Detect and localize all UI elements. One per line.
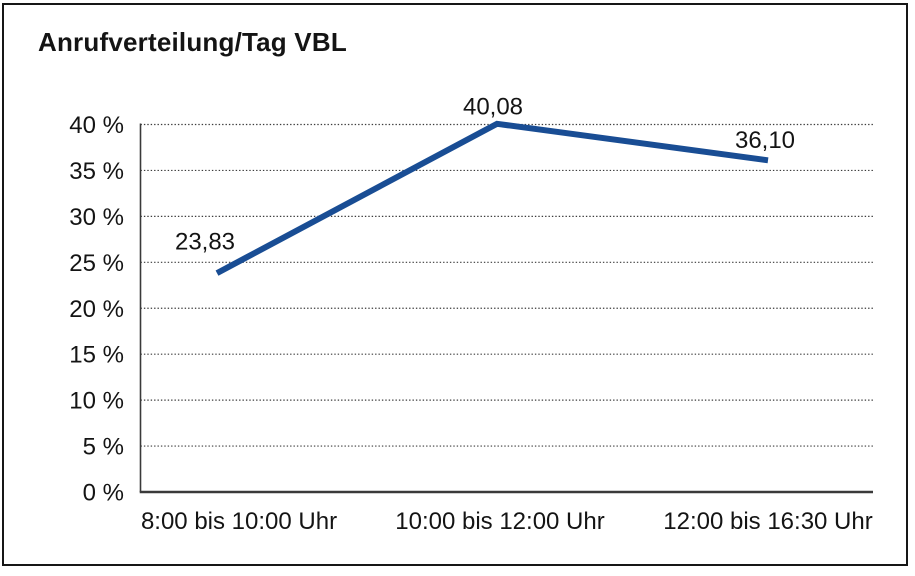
y-tick-label: 15 % xyxy=(69,342,124,369)
chart-frame xyxy=(2,3,908,566)
x-tick-label: 10:00 bis 12:00 Uhr xyxy=(395,508,604,535)
series-line xyxy=(215,120,769,276)
data-point-label: 36,10 xyxy=(735,127,795,154)
y-tick-label: 20 % xyxy=(69,296,124,323)
y-tick-label: 10 % xyxy=(69,388,124,415)
y-tick-label: 30 % xyxy=(69,204,124,231)
y-tick-label: 35 % xyxy=(69,158,124,185)
y-tick-label: 0 % xyxy=(83,480,124,507)
data-point-label: 23,83 xyxy=(175,229,235,256)
x-tick-label: 12:00 bis 16:30 Uhr xyxy=(663,508,872,535)
chart-title: Anrufverteilung/Tag VBL xyxy=(38,27,347,57)
y-tick-label: 25 % xyxy=(69,250,124,277)
x-tick-label: 8:00 bis 10:00 Uhr xyxy=(141,508,337,535)
y-tick-label: 5 % xyxy=(83,434,124,461)
y-tick-label: 40 % xyxy=(69,112,124,139)
data-point-label: 40,08 xyxy=(463,93,523,120)
